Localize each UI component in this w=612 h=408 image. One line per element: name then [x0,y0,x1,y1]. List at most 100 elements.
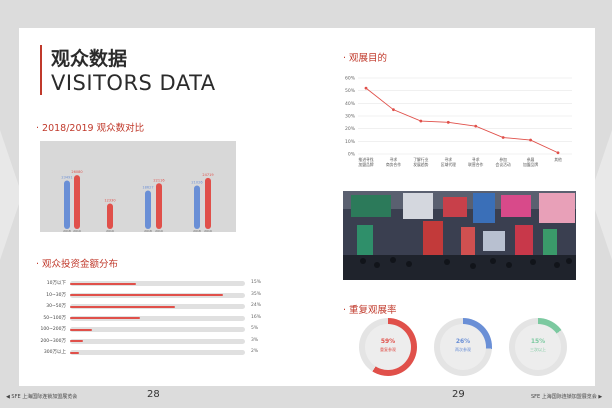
invest-row-fill [70,294,224,296]
purpose-y-tick: 20% [345,126,356,132]
right-edge-triangle [590,130,612,260]
purpose-y-tick: 40% [345,101,356,107]
purpose-x-label: 寻求 [472,157,480,162]
purpose-section-title: · 观展目的 [343,53,388,64]
compare-bar [64,180,70,229]
repeat-rate-label: 三次以上 [530,347,546,352]
purpose-x-label: 了解行业 [413,157,428,162]
purpose-x-label: 推进寻找 [358,157,373,162]
invest-row-fill [70,351,79,354]
purpose-x-label: 参加 [499,157,507,162]
invest-row-fill [70,305,175,308]
compare-bar-value: 18627 [142,186,153,190]
purpose-y-tick: 30% [345,114,356,120]
invest-row-track [70,338,245,344]
purpose-point [419,119,423,123]
invest-row-fill [70,328,92,331]
repeat-rate-label: 两次参观 [455,347,471,352]
repeat-rate-ring-center: 15% 三次以上 [515,324,561,370]
invest-row-percent: 24% [251,303,262,308]
repeat-rate-percent: 26% [455,338,471,345]
invest-row-label: 300万以上 [43,350,66,355]
footer-right: SFE 上海国际连锁加盟展览会 ▶ [531,394,603,400]
compare-bar-year: 2019 [204,229,212,232]
exhibition-hall-photo [343,191,576,280]
page-number-left: 28 [147,389,160,400]
invest-row-fill [70,282,136,285]
purpose-y-tick: 60% [345,76,356,82]
page-title-en: VISITORS DATA [51,71,216,95]
compare-section-title: · 2018/2019 观众数对比 [36,123,145,134]
repeat-section-title: · 重复观展率 [343,305,397,316]
invest-row-percent: 2% [251,349,259,354]
repeat-rate-percent: 15% [530,338,546,345]
purpose-x-label: 加盟品牌 [523,162,538,167]
compare-bar-year: 2018 [193,229,201,232]
footer-left: ◀ SFE 上海国际连锁加盟展览会 [6,394,78,400]
purpose-x-label: 其他 [554,157,562,162]
repeat-rate-ring-center: 26% 两次参观 [440,324,486,370]
compare-bar-value: 24719 [202,173,213,177]
purpose-y-tick: 10% [345,139,356,145]
invest-row-track [70,281,245,286]
purpose-y-tick: 0% [348,152,356,158]
title-accent-bar [40,45,42,95]
invest-row-percent: 15% [251,280,262,285]
invest-row-track [70,315,245,321]
purpose-point [364,86,368,90]
compare-bar-value: 26080 [71,170,82,174]
invest-row-label: 30~50万 [46,304,66,309]
purpose-x-label: 商务合作 [386,162,401,167]
compare-bar [145,190,151,229]
purpose-x-label: 发展趋势 [413,162,428,167]
purpose-x-label: 区域代理 [441,162,456,167]
invest-row-track [70,327,245,332]
invest-row-label: 10~30万 [46,292,66,298]
purpose-point [446,120,450,124]
purpose-point [529,138,532,142]
compare-bar-value: 23491 [61,175,72,179]
repeat-rate-ring: 26% 两次参观 [434,318,492,376]
invest-row-label: 50~100万 [43,315,66,321]
purpose-line [365,87,559,154]
invest-row-percent: 16% [251,314,262,320]
invest-row-percent: 35% [251,291,262,297]
compare-bar-value: 22116 [153,178,164,182]
invest-row-fill [70,317,140,319]
invest-row-label: 200~300万 [40,338,66,344]
purpose-point [501,136,505,139]
exhibition-photo-illustration [343,191,576,280]
compare-bar-value: 21026 [191,181,202,185]
compare-bar-value: 12330 [104,199,115,203]
repeat-rate-percent: 59% [380,338,396,345]
repeat-rate-label: 重复参观 [380,347,396,352]
invest-row-track [70,350,245,355]
repeat-rate-ring: 15% 三次以上 [509,318,567,376]
invest-row-label: 100~200万 [40,327,66,332]
invest-row-label: 10万以下 [46,281,66,286]
compare-bar-year: 2018 [144,229,152,232]
purpose-point [392,108,395,112]
page-title-cn: 观众数据 [51,48,128,70]
purpose-x-label: 参展 [527,157,535,162]
purpose-x-label: 寻求 [444,157,452,162]
invest-row-percent: 3% [251,337,259,343]
visitor-compare-chart: 23491 2018 26080 2019 12330 2019 18627 2018 2211… [61,170,213,232]
purpose-x-label: 加盟品牌 [358,162,373,167]
compare-bar [156,183,162,229]
invest-row-fill [70,340,84,342]
purpose-x-label: 寻求 [390,157,398,162]
repeat-rate-ring: 59% 重复参观 [359,318,417,376]
invest-row-percent: 5% [251,326,259,331]
purpose-point [474,124,478,128]
compare-bar-year: 2019 [73,229,81,232]
compare-bar-year: 2019 [106,229,114,232]
compare-bar-year: 2019 [155,229,163,232]
purpose-y-tick: 50% [345,88,356,94]
left-edge-triangle [0,130,22,260]
invest-section-title: · 观众投资金额分布 [36,259,119,270]
repeat-rate-ring-center: 59% 重复参观 [365,324,411,370]
compare-bar [194,185,200,229]
visitor-compare-chart-bg [40,141,236,232]
purpose-point [556,151,560,155]
